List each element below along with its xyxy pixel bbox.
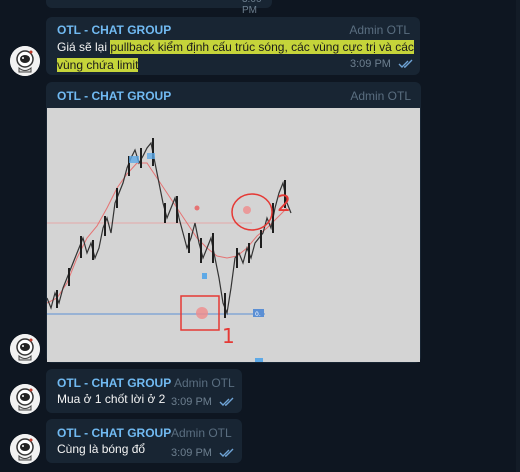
avatar[interactable]: [10, 384, 40, 414]
message-text: Giá sẽ lại pullback kiểm định cấu trúc s…: [57, 38, 417, 74]
scrollbar[interactable]: [516, 0, 520, 472]
double-check-icon: [398, 59, 413, 68]
annotation-label-2: 2: [277, 192, 291, 217]
sender-name[interactable]: OTL - CHAT GROUP: [57, 426, 172, 440]
candlestick-chart-drawing: 0.: [46, 138, 292, 362]
admin-badge: Admin OTL: [171, 426, 232, 440]
message-time: 3:09 PM: [171, 396, 212, 408]
message-text-plain: Giá sẽ lại: [57, 40, 111, 54]
message-text: Cùng là bóng đổ: [57, 442, 146, 456]
price-series: [46, 138, 292, 318]
highlighted-text: pullback kiểm định cấu trúc sóng, các vù…: [110, 40, 414, 54]
svg-text:0.: 0.: [255, 311, 261, 318]
sender-name[interactable]: OTL - CHAT GROUP: [57, 23, 172, 37]
admin-badge: Admin OTL: [349, 23, 410, 37]
astronaut-avatar-icon: [10, 434, 40, 464]
annotation-box-1: [180, 295, 220, 331]
admin-badge: Admin OTL: [174, 376, 235, 390]
avatar[interactable]: [10, 46, 40, 76]
astronaut-avatar-icon: [10, 334, 40, 364]
double-check-icon: [219, 397, 234, 406]
previous-message-fragment: 3:06 PM: [46, 0, 272, 16]
avatar[interactable]: [10, 334, 40, 364]
message-time: 3:09 PM: [350, 58, 391, 70]
price-tag: [253, 309, 264, 317]
highlighted-text: vùng chứa limit: [57, 58, 139, 72]
astronaut-avatar-icon: [10, 46, 40, 76]
sender-name[interactable]: OTL - CHAT GROUP: [57, 376, 172, 390]
annotation-label-1: 1: [222, 324, 235, 348]
message-time: 3:09 PM: [171, 447, 212, 459]
admin-badge: Admin OTL: [350, 89, 411, 103]
chart-image[interactable]: 0.: [46, 108, 420, 362]
message-bubble[interactable]: OTL - CHAT GROUP Admin OTL Giá sẽ lại pu…: [46, 17, 420, 75]
avatar[interactable]: [10, 434, 40, 464]
message-bubble[interactable]: OTL - CHAT GROUP Admin OTL Cùng là bóng …: [46, 419, 242, 463]
message-time: 3:06 PM: [242, 0, 261, 16]
message-bubble[interactable]: OTL - CHAT GROUP Admin OTL Mua ở 1 chốt …: [46, 369, 242, 413]
astronaut-avatar-icon: [10, 384, 40, 414]
annotation-circle-2: [231, 193, 273, 231]
sender-name[interactable]: OTL - CHAT GROUP: [57, 89, 172, 103]
double-check-icon: [219, 448, 234, 457]
message-text: Mua ở 1 chốt lời ở 2: [57, 392, 166, 406]
